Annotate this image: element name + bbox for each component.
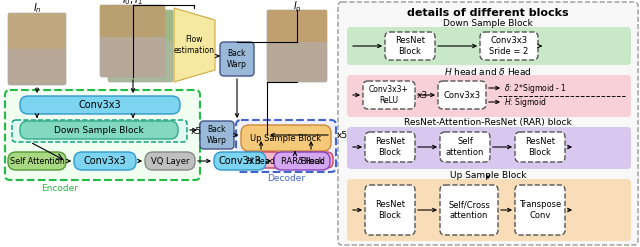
- FancyBboxPatch shape: [365, 132, 415, 162]
- Text: Conv3x3: Conv3x3: [444, 90, 481, 100]
- FancyBboxPatch shape: [12, 120, 187, 142]
- FancyBboxPatch shape: [74, 152, 136, 170]
- Text: x5: x5: [337, 130, 348, 140]
- FancyBboxPatch shape: [145, 152, 195, 170]
- FancyBboxPatch shape: [8, 13, 66, 49]
- Text: Conv3x3: Conv3x3: [84, 156, 126, 166]
- FancyBboxPatch shape: [440, 132, 490, 162]
- FancyBboxPatch shape: [8, 13, 66, 85]
- Text: $I_0, I_1$: $I_0, I_1$: [122, 0, 143, 7]
- FancyBboxPatch shape: [347, 27, 631, 65]
- Text: Encoder: Encoder: [42, 184, 79, 192]
- Text: ResNet
Block: ResNet Block: [525, 137, 555, 157]
- Text: RAR Block: RAR Block: [281, 157, 323, 165]
- Text: Flow
estimation: Flow estimation: [173, 35, 214, 55]
- Text: $\delta$ Head: $\delta$ Head: [297, 155, 325, 165]
- Text: $H$: Sigmoid: $H$: Sigmoid: [504, 96, 547, 108]
- FancyBboxPatch shape: [108, 10, 173, 82]
- Text: ResNet
Block: ResNet Block: [375, 200, 405, 220]
- Text: $H$ Head: $H$ Head: [246, 155, 276, 165]
- Text: ResNet
Block: ResNet Block: [395, 36, 425, 56]
- FancyBboxPatch shape: [108, 10, 173, 42]
- Text: Down Sample Block: Down Sample Block: [54, 125, 144, 135]
- Text: Decoder: Decoder: [267, 173, 305, 183]
- Text: Transpose
Conv: Transpose Conv: [519, 200, 561, 220]
- Polygon shape: [174, 8, 215, 82]
- FancyBboxPatch shape: [8, 152, 66, 170]
- Text: x3: x3: [417, 90, 428, 100]
- Text: $I_n$: $I_n$: [33, 1, 42, 15]
- Text: Self/Cross
attention: Self/Cross attention: [448, 200, 490, 220]
- FancyBboxPatch shape: [236, 120, 336, 172]
- Text: Self Attention: Self Attention: [10, 157, 65, 165]
- FancyBboxPatch shape: [515, 185, 565, 235]
- Text: Conv3x3+
ReLU: Conv3x3+ ReLU: [369, 85, 409, 105]
- Text: details of different blocks: details of different blocks: [407, 8, 569, 18]
- FancyBboxPatch shape: [363, 81, 415, 109]
- FancyBboxPatch shape: [347, 127, 631, 169]
- FancyBboxPatch shape: [200, 121, 234, 149]
- FancyBboxPatch shape: [274, 152, 330, 170]
- FancyBboxPatch shape: [438, 81, 486, 109]
- Text: x5: x5: [191, 126, 202, 136]
- FancyBboxPatch shape: [100, 5, 165, 77]
- FancyBboxPatch shape: [289, 152, 333, 168]
- FancyBboxPatch shape: [440, 185, 498, 235]
- Text: Up Sample Block: Up Sample Block: [250, 133, 321, 143]
- Text: Back
Warp: Back Warp: [207, 125, 227, 145]
- FancyBboxPatch shape: [267, 10, 327, 42]
- Text: Up Sample Block: Up Sample Block: [450, 170, 526, 180]
- Text: Conv3x3: Conv3x3: [219, 156, 261, 166]
- FancyBboxPatch shape: [385, 32, 435, 60]
- FancyBboxPatch shape: [20, 121, 178, 139]
- FancyBboxPatch shape: [365, 185, 415, 235]
- FancyBboxPatch shape: [214, 152, 266, 170]
- FancyBboxPatch shape: [347, 179, 631, 241]
- FancyBboxPatch shape: [515, 132, 565, 162]
- FancyBboxPatch shape: [241, 152, 281, 168]
- Text: Conv3x3
Sride = 2: Conv3x3 Sride = 2: [490, 36, 529, 56]
- Text: Self
attention: Self attention: [446, 137, 484, 157]
- FancyBboxPatch shape: [338, 2, 638, 245]
- Text: $\hat{I}_n$: $\hat{I}_n$: [292, 0, 301, 14]
- FancyBboxPatch shape: [220, 42, 254, 76]
- FancyBboxPatch shape: [241, 125, 331, 151]
- FancyBboxPatch shape: [100, 5, 165, 37]
- Text: $H$ head and $\delta$ Head: $H$ head and $\delta$ Head: [444, 65, 532, 77]
- Text: ResNet
Block: ResNet Block: [375, 137, 405, 157]
- FancyBboxPatch shape: [480, 32, 538, 60]
- Text: Down Sample Block: Down Sample Block: [443, 19, 533, 27]
- FancyBboxPatch shape: [20, 96, 180, 114]
- Text: Conv3x3: Conv3x3: [79, 100, 122, 110]
- Text: $\delta$: 2*Sigmoid - 1: $\delta$: 2*Sigmoid - 1: [504, 82, 567, 95]
- Text: Back
Warp: Back Warp: [227, 49, 247, 69]
- FancyBboxPatch shape: [347, 75, 631, 117]
- FancyBboxPatch shape: [267, 10, 327, 82]
- Text: VQ Layer: VQ Layer: [151, 157, 189, 165]
- FancyBboxPatch shape: [5, 90, 200, 180]
- Text: ResNet-Attention-ResNet (RAR) block: ResNet-Attention-ResNet (RAR) block: [404, 118, 572, 126]
